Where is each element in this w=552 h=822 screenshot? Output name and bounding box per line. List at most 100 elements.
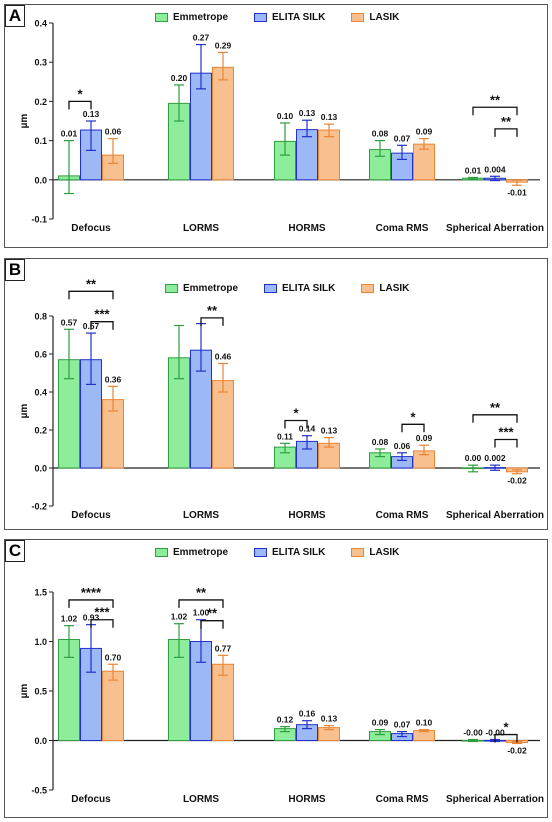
x-category-label: Spherical Aberration [446,510,544,521]
x-category-label: Coma RMS [376,510,429,521]
panel-label-a: A [5,5,25,27]
y-tick-label: 0.0 [34,464,47,474]
data-label: 0.36 [105,374,122,384]
panel-c: C Emmetrope ELITA SILK LASIK -0.5 0.0 0.5 1… [4,539,548,818]
data-label: 0.13 [321,112,338,122]
data-label: 0.57 [61,317,78,327]
data-label: 0.27 [193,33,210,43]
data-label: 0.10 [416,718,433,728]
significance-bracket [200,317,224,326]
significance-bracket [494,438,518,448]
significance-bracket [90,619,114,628]
significance-label: ** [196,585,207,600]
legend-swatch-elita-silk [254,548,268,557]
data-label: -0.02 [507,745,527,755]
legend-label-emmetrope: Emmetrope [173,12,229,23]
data-label: 0.004 [484,164,506,174]
y-tick-label: 0.6 [34,350,47,360]
legend: Emmetrope ELITA SILK LASIK [155,547,399,558]
bar [102,670,124,741]
data-label: 0.06 [394,441,411,451]
data-label: 0.93 [83,613,100,623]
panel-a: A Emmetrope ELITA SILK LASIK -0.1 0.0 0.1 0… [4,4,548,248]
y-tick-label: 0.4 [34,19,47,29]
y-tick-label: 0.0 [34,175,47,185]
x-category-label: HORMS [288,223,326,234]
legend-swatch-emmetrope [155,548,168,557]
x-category-label: LORMS [183,510,219,521]
chart-b: -0.2 0.0 0.2 0.4 0.6 0.8 µm Defocus LORMS HORMS Co… [19,276,544,521]
significance-label: *** [94,605,110,620]
y-tick-label: 0.1 [34,136,47,146]
legend-label-elita-silk: ELITA SILK [272,12,326,23]
legend-item-elita-silk: ELITA SILK [254,547,325,558]
data-label: 0.13 [83,109,100,119]
data-label: 0.002 [484,453,506,463]
data-label: 0.29 [215,40,232,50]
data-label: 0.10 [277,111,294,121]
data-label: 0.77 [215,643,232,653]
significance-bracket [284,419,308,429]
data-label: -0.00 [485,728,505,738]
x-category-label: Defocus [71,223,111,234]
significance-bracket [178,599,224,608]
data-label: -0.01 [507,187,527,197]
legend-swatch-emmetrope [165,284,178,293]
legend-swatch-lasik [351,548,365,557]
significance-bracket [68,599,114,608]
data-label: 0.16 [299,709,316,719]
legend-item-lasik: LASIK [351,12,399,23]
data-label: 0.14 [299,424,316,434]
data-label: 1.02 [61,614,78,624]
panel-label-b: B [5,259,25,281]
x-category-label: Spherical Aberration [446,794,544,805]
x-category-label: Spherical Aberration [446,223,544,234]
y-tick-label: -0.5 [31,786,47,796]
significance-label: ** [490,400,501,415]
panel-label-c: C [5,540,25,562]
legend: Emmetrope ELITA SILK LASIK [155,12,399,23]
legend-label-lasik: LASIK [369,12,400,23]
y-tick-label: 1.5 [34,588,47,598]
data-label: 0.09 [372,718,389,728]
significance-bracket [68,290,114,300]
legend-swatch-lasik [361,284,375,293]
legend-item-emmetrope: Emmetrope [155,12,228,23]
legend-item-emmetrope: Emmetrope [155,547,228,558]
data-label: 0.13 [299,108,316,118]
x-category-label: LORMS [183,223,219,234]
chart-a: -0.1 0.0 0.1 0.2 0.3 0.4 µm Defocus LORMS HORMS Co… [19,19,544,235]
chart-c: -0.5 0.0 0.5 1.0 1.5 µm Defocus LORMS HORMS Coma … [19,585,544,805]
legend-label-emmetrope: Emmetrope [173,547,229,558]
data-label: 0.20 [171,73,188,83]
y-tick-label: 0.5 [34,687,47,697]
legend-item-elita-silk: ELITA SILK [264,283,335,294]
significance-label: * [410,409,416,424]
data-label: 0.08 [372,129,389,139]
legend-label-lasik: LASIK [379,283,410,294]
data-label: 0.07 [394,720,411,730]
legend-swatch-elita-silk [254,13,268,22]
bar [318,129,340,181]
significance-label: ** [501,114,512,129]
y-axis-label: µm [19,114,30,129]
significance-label: ** [490,92,501,107]
significance-bracket [401,423,425,433]
y-axis-label: µm [19,404,30,419]
x-category-label: Defocus [71,510,111,521]
x-category-label: HORMS [288,510,326,521]
data-label: 0.13 [321,426,338,436]
bar [212,380,234,469]
legend-item-lasik: LASIK [361,283,409,294]
data-label: 0.11 [277,431,293,441]
y-tick-label: 0.8 [34,312,47,322]
bar [212,66,234,181]
significance-bracket [200,620,224,629]
data-label: 0.13 [321,714,338,724]
significance-bracket [494,733,518,743]
y-tick-label: 1.0 [34,637,47,647]
data-label: 0.08 [372,437,389,447]
legend-label-elita-silk: ELITA SILK [282,283,336,294]
y-tick-label: 0.2 [34,426,47,436]
data-label: 0.46 [215,352,232,362]
